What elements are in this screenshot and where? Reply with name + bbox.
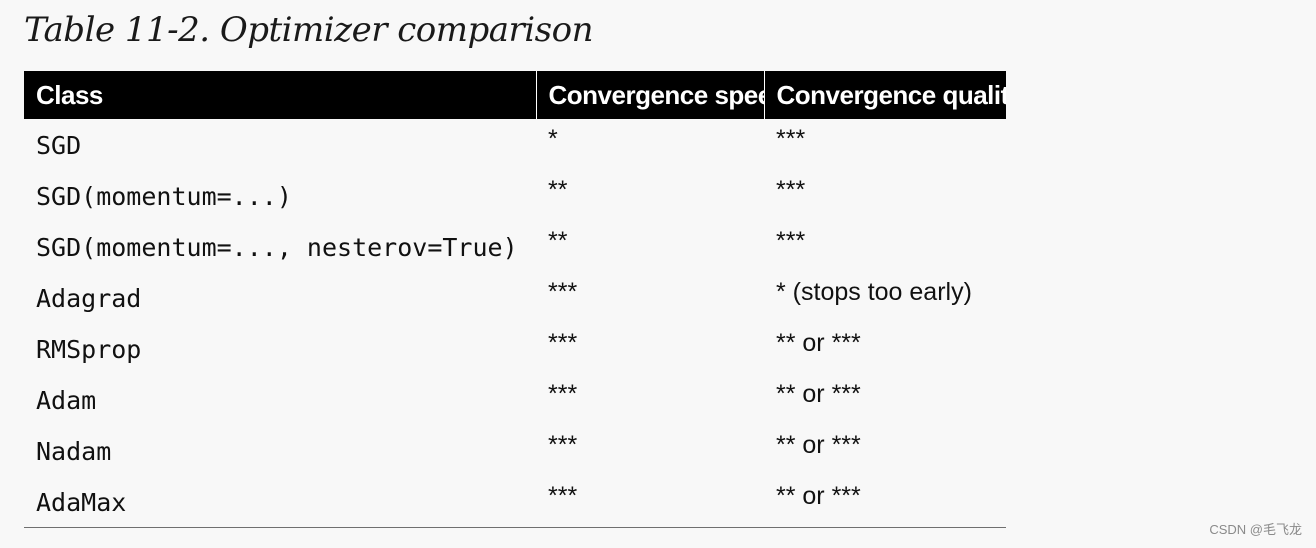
class-cell: SGD(momentum=...) <box>36 182 292 211</box>
header-convergence-speed: Convergence speed <box>535 71 764 119</box>
optimizer-comparison-table: Class Convergence speed Convergence qual… <box>24 71 1006 528</box>
class-cell: SGD(momentum=..., nesterov=True) <box>36 233 518 262</box>
quality-cell: ** or *** <box>764 476 1006 528</box>
class-cell: AdaMax <box>24 476 536 528</box>
quality-cell: *** <box>776 176 806 204</box>
table-row: Adagrad *** * (stops too early) <box>24 272 1006 323</box>
speed-cell: *** <box>548 329 578 357</box>
class-cell: Adagrad <box>36 284 142 313</box>
class-cell: Adam <box>36 386 97 415</box>
quality-cell: ** or *** <box>776 329 861 357</box>
header-row: Class Convergence speed Convergence qual… <box>24 71 1006 119</box>
quality-cell: ** or *** <box>776 431 861 459</box>
table-row: Adam *** ** or *** <box>24 374 1006 425</box>
watermark: CSDN @毛飞龙 <box>1209 522 1302 537</box>
class-cell: SGD <box>36 131 82 160</box>
table-row: SGD(momentum=...) ** *** <box>24 170 1006 221</box>
speed-cell: ** <box>548 176 568 204</box>
table-row: SGD(momentum=..., nesterov=True) ** *** <box>24 221 1006 272</box>
table-row: SGD * *** <box>24 119 1006 170</box>
speed-cell: * <box>548 125 558 153</box>
header-class: Class <box>24 71 536 119</box>
table-row: RMSprop *** ** or *** <box>24 323 1006 374</box>
class-cell: RMSprop <box>36 335 142 364</box>
quality-cell: * (stops too early) <box>776 278 972 306</box>
speed-cell: *** <box>536 476 764 528</box>
header-convergence-quality: Convergence quality <box>763 71 1006 119</box>
table-caption: Table 11-2. Optimizer comparison <box>24 10 594 50</box>
table-header: Class Convergence speed Convergence qual… <box>24 71 1006 119</box>
quality-cell: *** <box>776 227 806 255</box>
speed-cell: *** <box>548 431 578 459</box>
table-row: Nadam *** ** or *** <box>24 425 1006 476</box>
table-row: AdaMax *** ** or *** <box>24 476 1006 528</box>
class-cell: Nadam <box>36 437 112 466</box>
table-body: SGD * *** SGD(momentum=...) ** *** SGD(m… <box>24 119 1006 528</box>
quality-cell: *** <box>776 125 806 153</box>
speed-cell: ** <box>548 227 568 255</box>
quality-cell: ** or *** <box>776 380 861 408</box>
speed-cell: *** <box>548 380 578 408</box>
speed-cell: *** <box>548 278 578 306</box>
